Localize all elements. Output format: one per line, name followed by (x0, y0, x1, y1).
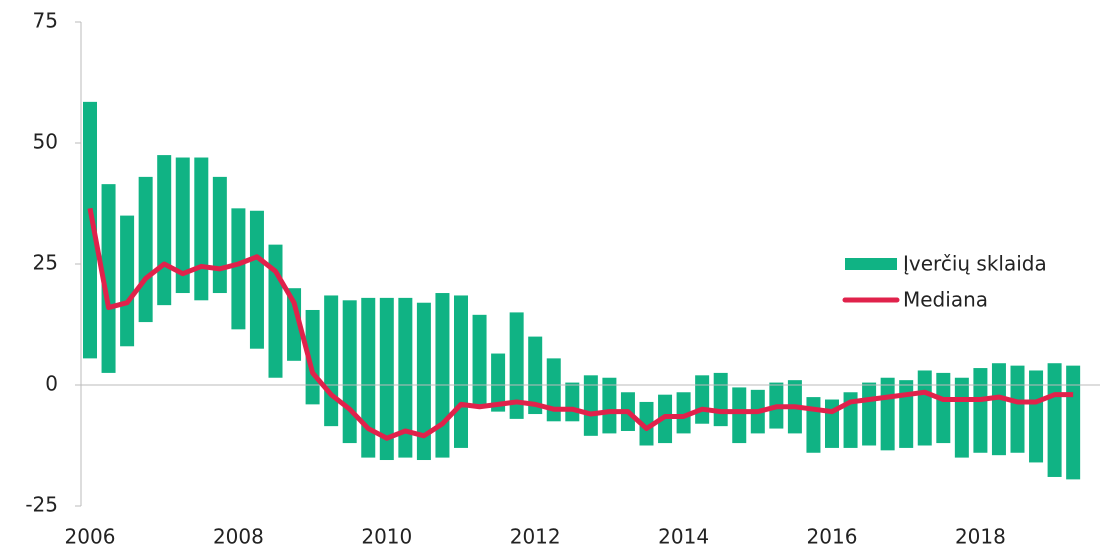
range-bar (231, 208, 246, 330)
range-bar (249, 210, 264, 349)
range-bar (639, 401, 654, 446)
range-bar (732, 387, 747, 444)
y-tick-label: 50 (33, 130, 58, 154)
range-bar (917, 370, 932, 446)
range-bar (565, 382, 580, 422)
range-bar (101, 184, 116, 373)
range-bar (602, 377, 617, 434)
x-tick-label: 2010 (361, 525, 412, 549)
x-tick-label: 2018 (955, 525, 1006, 549)
range-bar (398, 297, 413, 458)
range-bar (324, 295, 339, 427)
y-tick-label: -25 (25, 493, 58, 517)
x-tick-label: 2014 (658, 525, 709, 549)
x-tick-label: 2012 (510, 525, 561, 549)
range-bar (1047, 363, 1062, 477)
median-line (87, 207, 1074, 441)
range-bar (546, 358, 561, 422)
y-tick-label: 25 (33, 251, 58, 275)
range-bar (83, 101, 97, 359)
range-bar (899, 380, 914, 448)
legend-label: Mediana (903, 288, 988, 312)
x-tick-label: 2006 (65, 525, 116, 549)
range-bar (936, 372, 951, 444)
range-bar (954, 377, 969, 458)
range-bar (973, 368, 988, 453)
range-bar (1029, 370, 1044, 463)
range-bar (1066, 365, 1081, 480)
x-tick-label: 2008 (213, 525, 264, 549)
range-bar (880, 377, 895, 451)
range-bar (991, 363, 1006, 456)
y-tick-label: 75 (33, 9, 58, 33)
range-bar (676, 392, 691, 434)
x-tick-label: 2016 (807, 525, 858, 549)
range-bar (342, 300, 357, 444)
range-bar (379, 297, 394, 461)
range-bar (472, 314, 487, 407)
legend-label: Įverčių sklaida (903, 252, 1047, 276)
range-bar (157, 155, 172, 306)
range-bar (435, 293, 450, 458)
range-bar (454, 295, 468, 448)
range-bar (1010, 365, 1025, 453)
range-bar (862, 382, 877, 446)
y-tick-label: 0 (45, 372, 58, 396)
range-bar (194, 157, 209, 301)
range-bar (212, 176, 227, 294)
range-bar (175, 157, 190, 294)
range-bar (361, 297, 376, 458)
range-bar (528, 336, 543, 415)
legend-swatch (845, 258, 897, 270)
range-bar (491, 353, 506, 412)
range-bar (806, 397, 821, 453)
range-bar (695, 375, 710, 424)
range-bar (583, 375, 598, 436)
range-bar (713, 372, 728, 427)
range-bar (509, 312, 524, 419)
range-bar (120, 215, 135, 347)
range-bar (416, 302, 431, 461)
range-bar (138, 176, 153, 323)
